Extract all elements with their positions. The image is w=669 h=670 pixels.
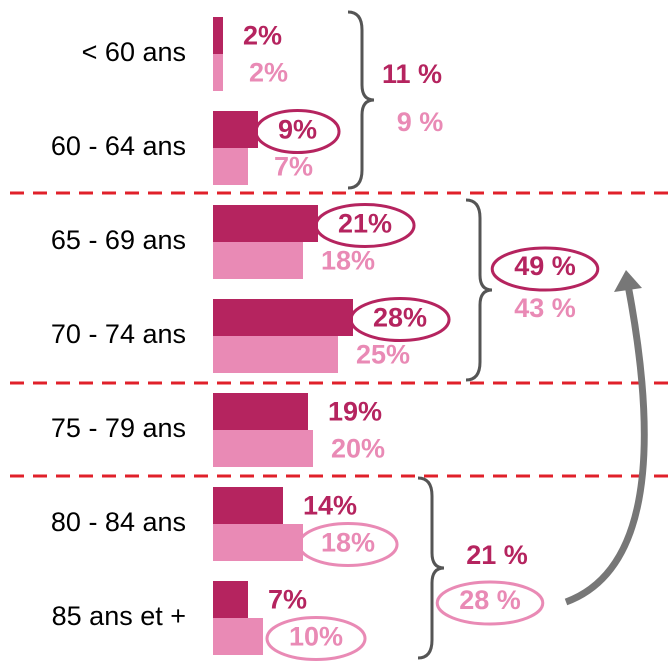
arrow — [564, 284, 648, 606]
bar — [213, 111, 258, 148]
arrow-head — [614, 270, 642, 292]
bar — [213, 581, 248, 618]
group-label: 49 % — [514, 251, 576, 281]
separators — [10, 191, 669, 478]
bar — [213, 487, 283, 524]
highlight-ring — [314, 203, 416, 248]
category-label: 65 - 69 ans — [51, 225, 186, 255]
value-label: 14% — [303, 491, 357, 521]
value-label: 7% — [274, 152, 313, 182]
highlight-ring — [490, 246, 600, 292]
value-label: 10% — [289, 622, 343, 652]
bar — [213, 17, 223, 54]
value-label: 21% — [338, 209, 392, 239]
value-label: 7% — [268, 585, 307, 615]
bar — [213, 242, 303, 279]
value-label: 2% — [249, 58, 288, 88]
value-label: 2% — [243, 21, 282, 51]
bar — [213, 205, 318, 242]
value-label: 28% — [373, 303, 427, 333]
category-label: 80 - 84 ans — [51, 507, 186, 537]
value-label: 18% — [321, 528, 375, 558]
highlight-ring — [297, 522, 399, 567]
bar — [213, 299, 353, 336]
brace — [347, 10, 375, 190]
value-label: 25% — [356, 340, 410, 370]
highlight-ring — [349, 297, 451, 342]
bar — [213, 336, 338, 373]
brace — [417, 476, 445, 660]
bar — [213, 430, 313, 467]
value-label: 20% — [331, 434, 385, 464]
bar — [213, 524, 303, 561]
category-label: 85 ans et + — [52, 601, 186, 631]
group-label: 11 % — [382, 59, 442, 89]
category-label: < 60 ans — [82, 37, 186, 67]
highlight-ring — [254, 109, 341, 154]
value-label: 19% — [328, 397, 382, 427]
group-label: 43 % — [514, 293, 576, 323]
group-label: 21 % — [466, 540, 528, 570]
category-label: 60 - 64 ans — [51, 131, 186, 161]
value-label: 9% — [278, 115, 317, 145]
bar — [213, 618, 263, 655]
brace — [465, 198, 493, 382]
bar — [213, 393, 308, 430]
value-label: 18% — [321, 246, 375, 276]
group-label: 28 % — [459, 585, 521, 615]
highlight-ring — [435, 580, 545, 626]
bar — [213, 148, 248, 185]
category-label: 75 - 79 ans — [51, 413, 186, 443]
bar — [213, 54, 223, 91]
category-label: 70 - 74 ans — [51, 319, 186, 349]
group-label: 9 % — [397, 107, 444, 137]
highlight-ring — [265, 616, 367, 661]
braces — [347, 10, 493, 660]
